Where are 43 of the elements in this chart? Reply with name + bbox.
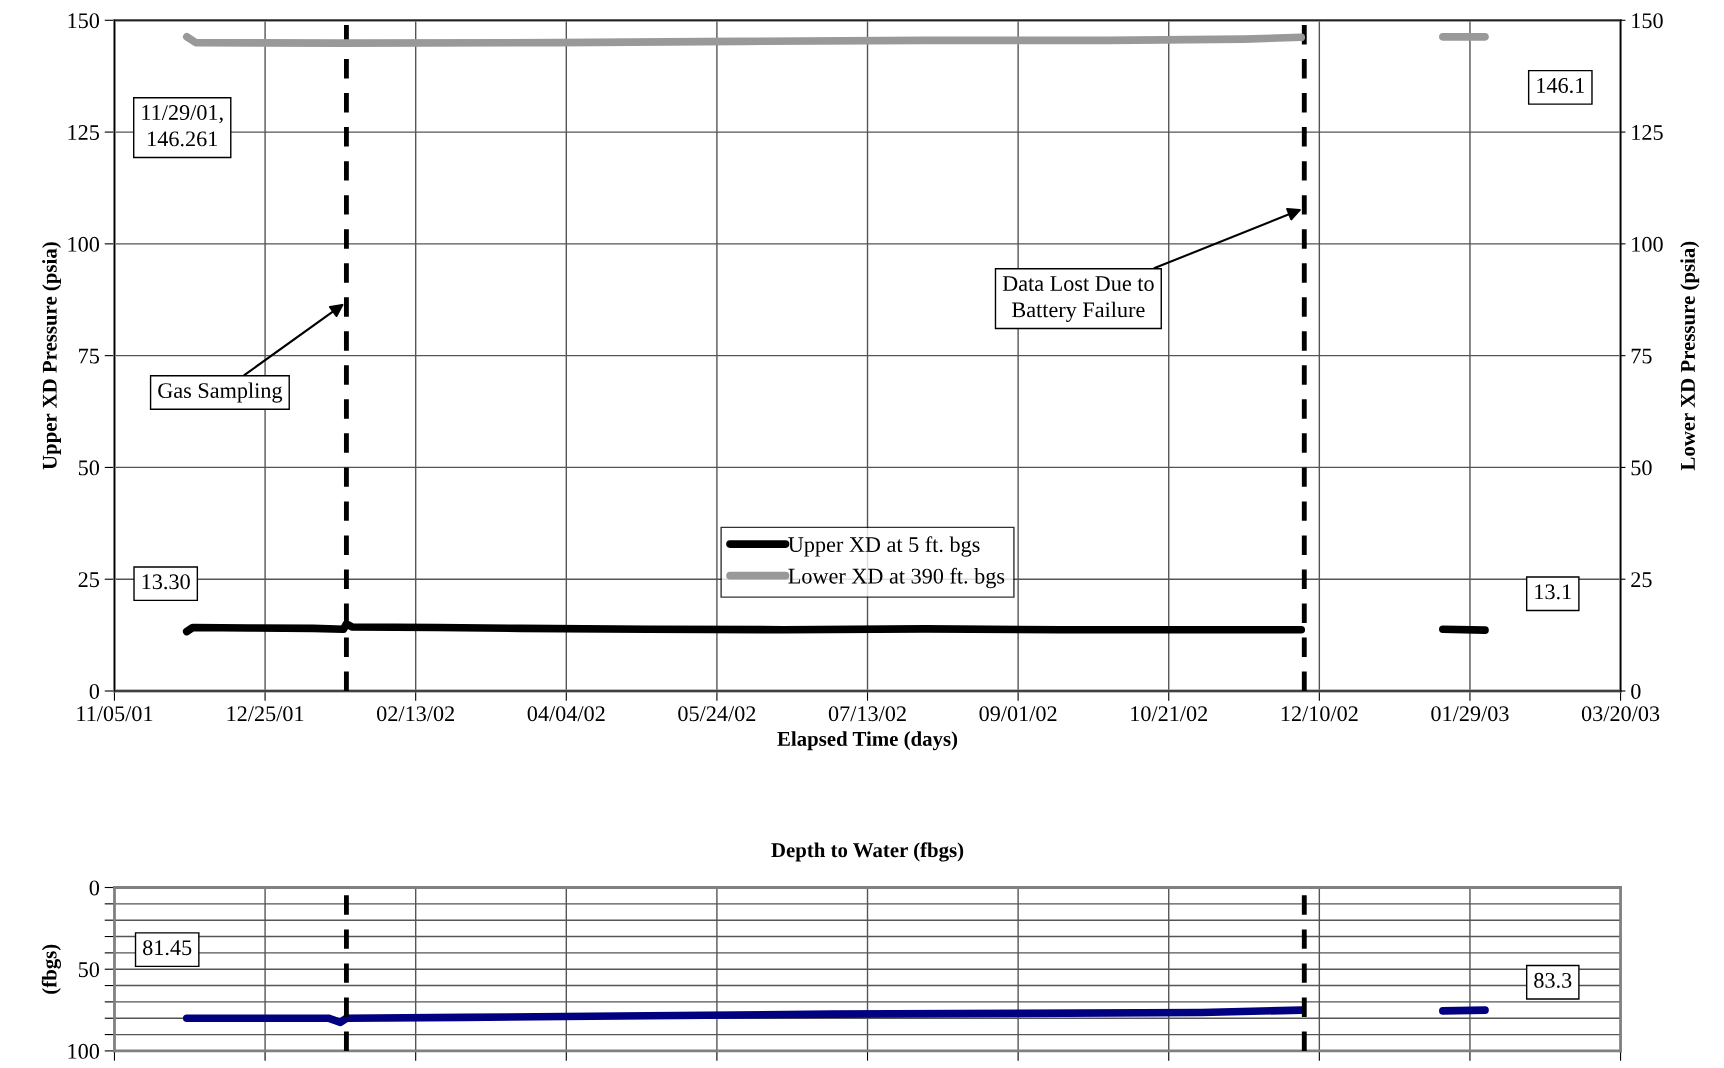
y-tick-label: 0 <box>89 683 100 699</box>
x-tick-label: 09/01/02 <box>979 706 1057 722</box>
y-tick-label: 150 <box>68 13 100 29</box>
y-tick-label: 0 <box>89 880 100 896</box>
y2-tick-label: 50 <box>1631 460 1652 476</box>
x-tick-label: 05/24/02 <box>678 706 756 722</box>
annotation: 13.1 <box>1535 584 1571 600</box>
x-tick-label: 04/04/02 <box>527 706 605 722</box>
legend-label: Lower XD at 390 ft. bgs <box>788 567 1005 589</box>
y-tick-label: 100 <box>68 1043 100 1059</box>
x-tick-label: 01/29/03 <box>1431 706 1509 722</box>
annotation: Gas Sampling <box>158 382 283 403</box>
y2-tick-label: 100 <box>1632 236 1663 252</box>
y-tick-label: 50 <box>78 962 100 978</box>
y-axis-title: Upper XD Pressure (psia) <box>42 242 61 470</box>
x-axis-title: Elapsed Time (days) <box>777 731 958 751</box>
y2-tick-label: 0 <box>1631 683 1641 699</box>
y2-tick-label: 150 <box>1632 13 1663 29</box>
x-tick-label: 11/05/01 <box>77 706 153 722</box>
x-tick-label: 12/10/02 <box>1281 706 1358 722</box>
annotation: 11/29/01, 146.261 <box>142 105 223 147</box>
legend-label: Upper XD at 5 ft. bgs <box>788 536 980 557</box>
annotation: 81.45 <box>143 940 192 956</box>
y-tick-label: 50 <box>78 460 100 476</box>
x-tick-label: 02/13/02 <box>377 706 454 722</box>
y-axis-title: (fbgs) <box>41 944 61 994</box>
annotation: 146.1 <box>1537 77 1584 94</box>
y-tick-label: 125 <box>68 125 100 140</box>
annotation: Data Lost Due to Battery Failure <box>1002 276 1154 322</box>
x-tick-label: 03/20/03 <box>1581 706 1660 722</box>
y2-tick-label: 25 <box>1631 572 1652 588</box>
chart-title: Depth to Water (fbgs) <box>771 842 964 862</box>
annotation: 83.3 <box>1534 972 1572 988</box>
y-tick-label: 100 <box>68 236 100 252</box>
y-tick-label: 75 <box>79 348 100 364</box>
x-tick-label: 07/13/02 <box>828 706 906 722</box>
x-tick-label: 12/25/01 <box>227 706 304 722</box>
y-tick-label: 25 <box>78 572 100 588</box>
annotation: 13.30 <box>142 574 190 590</box>
y2-tick-label: 75 <box>1631 348 1652 364</box>
x-tick-label: 10/21/02 <box>1131 706 1208 722</box>
y2-axis-title: Lower XD Pressure (psia) <box>1680 241 1700 471</box>
y2-tick-label: 125 <box>1632 125 1663 140</box>
